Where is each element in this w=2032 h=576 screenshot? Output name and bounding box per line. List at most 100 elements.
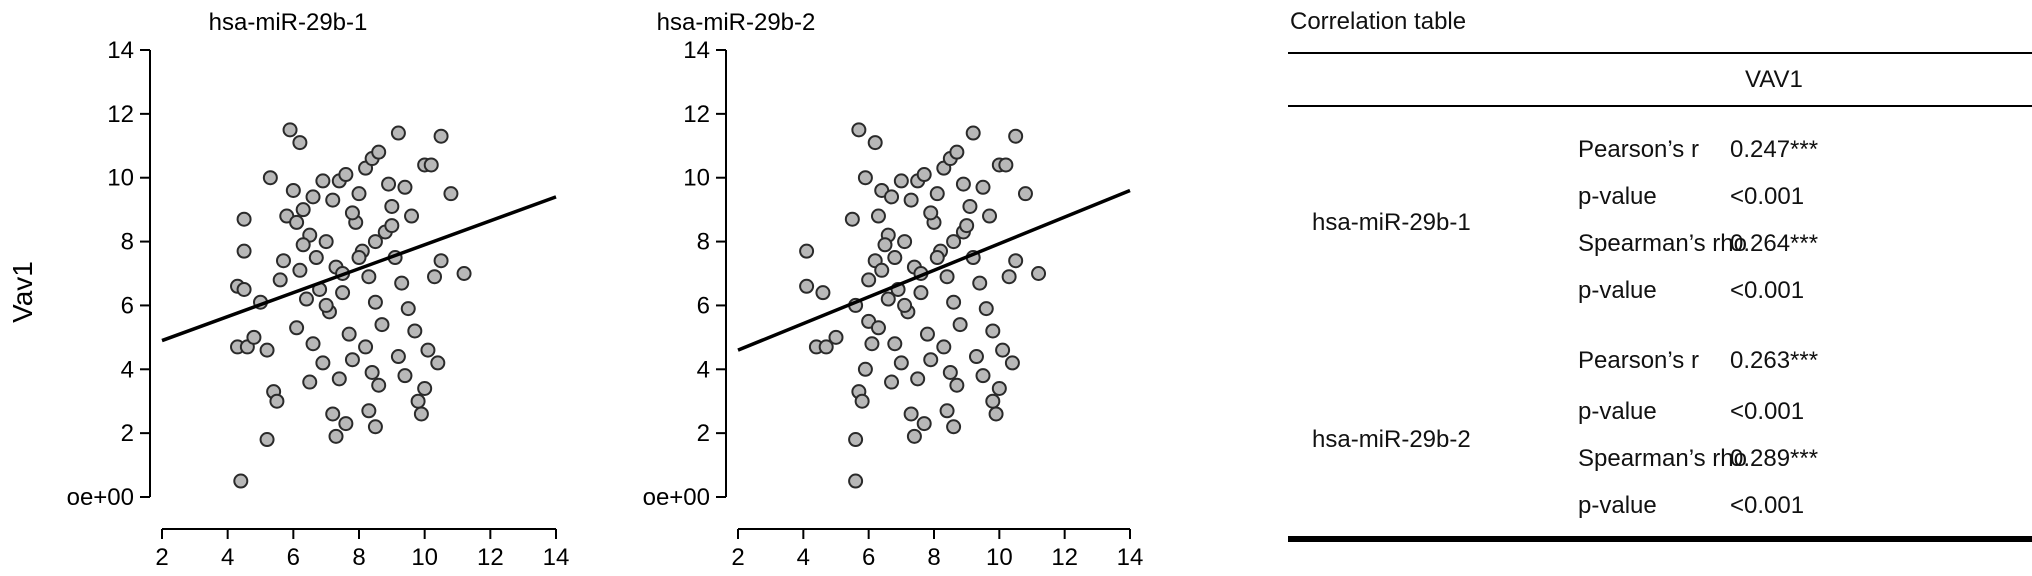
data-point bbox=[285, 182, 301, 198]
data-point bbox=[913, 285, 929, 301]
data-point bbox=[939, 403, 955, 419]
data-point bbox=[351, 186, 367, 202]
data-point bbox=[857, 361, 873, 377]
stat-label: Spearman’s rho bbox=[1578, 230, 1747, 257]
stat-label: Pearson’s r bbox=[1578, 347, 1699, 374]
data-point bbox=[367, 234, 383, 250]
data-point bbox=[289, 320, 305, 336]
y-axis-ticks: oe+00 2 4 6 8 10 12 14 bbox=[67, 37, 150, 511]
data-point bbox=[903, 406, 919, 422]
data-point bbox=[897, 297, 913, 313]
data-point bbox=[874, 262, 890, 278]
data-point bbox=[988, 406, 1004, 422]
data-point bbox=[897, 234, 913, 250]
x-tick-label: 10 bbox=[986, 544, 1013, 571]
data-point bbox=[978, 301, 994, 317]
data-point bbox=[975, 179, 991, 195]
data-point bbox=[318, 234, 334, 250]
data-point bbox=[946, 294, 962, 310]
data-point bbox=[305, 336, 321, 352]
y-tick-label: 2 bbox=[697, 420, 710, 447]
scatter-plots: hsa-miR-29b-1 Vav1 oe+00 2 4 6 8 10 12 14 2 4 6 8 1… bbox=[7, 9, 1144, 571]
data-point bbox=[272, 272, 288, 288]
data-point bbox=[397, 368, 413, 384]
regression-line bbox=[161, 195, 557, 343]
x-tick-label: 6 bbox=[287, 544, 300, 571]
x-tick-label: 12 bbox=[477, 544, 504, 571]
data-point bbox=[799, 243, 815, 259]
data-point bbox=[995, 342, 1011, 358]
y-tick-label: 8 bbox=[121, 229, 134, 256]
data-point bbox=[959, 218, 975, 234]
data-point bbox=[361, 403, 377, 419]
data-point bbox=[929, 250, 945, 266]
data-point bbox=[1031, 266, 1047, 281]
data-point bbox=[946, 419, 962, 435]
data-point bbox=[381, 176, 397, 192]
data-point bbox=[400, 301, 416, 317]
x-tick-label: 10 bbox=[411, 544, 438, 571]
stat-value: 0.289*** bbox=[1730, 445, 1819, 472]
data-point bbox=[423, 157, 439, 173]
x-tick-label: 4 bbox=[221, 544, 234, 571]
data-point bbox=[259, 432, 275, 448]
x-tick-label: 14 bbox=[1117, 544, 1144, 571]
stat-value: <0.001 bbox=[1730, 492, 1805, 519]
data-point bbox=[364, 364, 380, 380]
data-point bbox=[893, 355, 909, 371]
y-tick-label: oe+00 bbox=[643, 484, 710, 511]
data-point bbox=[877, 237, 893, 253]
data-point bbox=[371, 144, 387, 160]
data-point bbox=[939, 269, 955, 285]
x-tick-label: 6 bbox=[862, 544, 875, 571]
x-tick-label: 8 bbox=[352, 544, 365, 571]
y-tick-label: 14 bbox=[683, 37, 710, 64]
scatter-panel-1: hsa-miR-29b-1 Vav1 oe+00 2 4 6 8 10 12 14 2 4 6 8 1… bbox=[7, 9, 569, 571]
data-point bbox=[292, 262, 308, 278]
y-tick-label: 14 bbox=[107, 37, 134, 64]
data-point bbox=[289, 214, 305, 230]
data-point bbox=[1008, 128, 1024, 144]
column-header-vav1: VAV1 bbox=[1745, 66, 1803, 93]
data-point bbox=[942, 364, 958, 380]
x-axis-ticks: 2 4 6 8 10 12 14 bbox=[155, 529, 569, 571]
data-point bbox=[275, 253, 291, 269]
data-point bbox=[236, 211, 252, 227]
regression-line bbox=[737, 188, 1131, 352]
y-tick-label: 8 bbox=[697, 229, 710, 256]
scatter-points bbox=[230, 122, 472, 489]
y-axis-ticks: oe+00 2 4 6 8 10 12 14 bbox=[643, 37, 726, 511]
data-point bbox=[433, 128, 449, 144]
x-tick-label: 2 bbox=[155, 544, 168, 571]
data-point bbox=[417, 380, 433, 396]
data-point bbox=[923, 205, 939, 221]
data-point bbox=[870, 320, 886, 336]
data-point bbox=[282, 122, 298, 138]
stat-label: p-value bbox=[1578, 398, 1657, 425]
data-point bbox=[390, 349, 406, 365]
data-point bbox=[384, 198, 400, 214]
data-point bbox=[903, 192, 919, 208]
data-point bbox=[870, 208, 886, 224]
x-tick-label: 8 bbox=[927, 544, 940, 571]
stat-value: 0.247*** bbox=[1730, 136, 1819, 163]
data-point bbox=[949, 144, 965, 160]
x-tick-label: 12 bbox=[1051, 544, 1078, 571]
y-tick-label: 2 bbox=[121, 420, 134, 447]
data-point bbox=[443, 186, 459, 202]
y-tick-label: 4 bbox=[121, 356, 134, 383]
data-point bbox=[427, 269, 443, 285]
data-point bbox=[302, 374, 318, 390]
data-point bbox=[867, 135, 883, 151]
data-point bbox=[985, 393, 1001, 409]
data-point bbox=[975, 368, 991, 384]
data-point bbox=[397, 179, 413, 195]
data-point bbox=[390, 125, 406, 141]
data-point bbox=[394, 275, 410, 291]
data-point bbox=[413, 406, 429, 422]
data-point bbox=[315, 173, 331, 189]
data-point bbox=[236, 281, 252, 297]
stat-value: <0.001 bbox=[1730, 277, 1805, 304]
y-tick-label: 12 bbox=[683, 101, 710, 128]
stat-label: p-value bbox=[1578, 277, 1657, 304]
